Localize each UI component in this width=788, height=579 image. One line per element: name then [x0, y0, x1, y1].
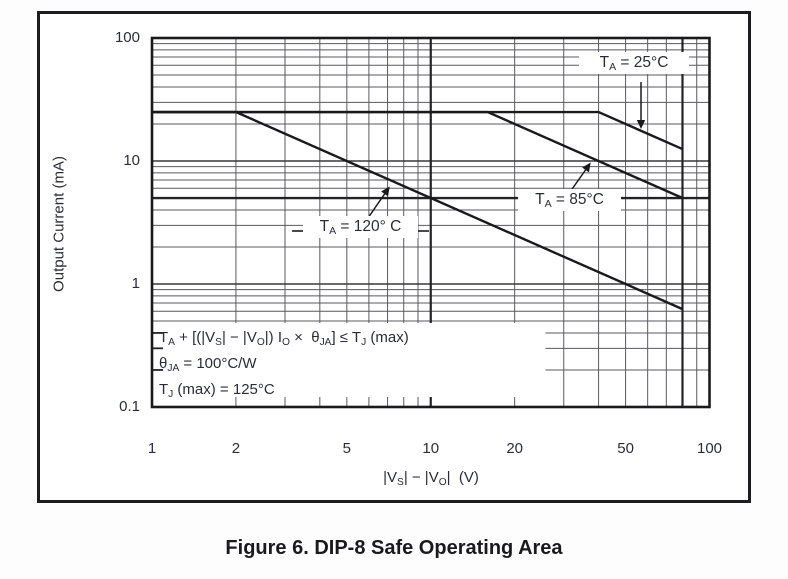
- curve-ta120: [152, 110, 683, 311]
- annotation-arrows: [292, 82, 646, 232]
- curve-ta85: [152, 110, 683, 200]
- curve-ta25: [152, 110, 683, 151]
- plot-border: [150, 36, 711, 409]
- soa-curves: [152, 110, 683, 311]
- figure-border: [37, 11, 751, 503]
- note-box-background: [152, 323, 546, 397]
